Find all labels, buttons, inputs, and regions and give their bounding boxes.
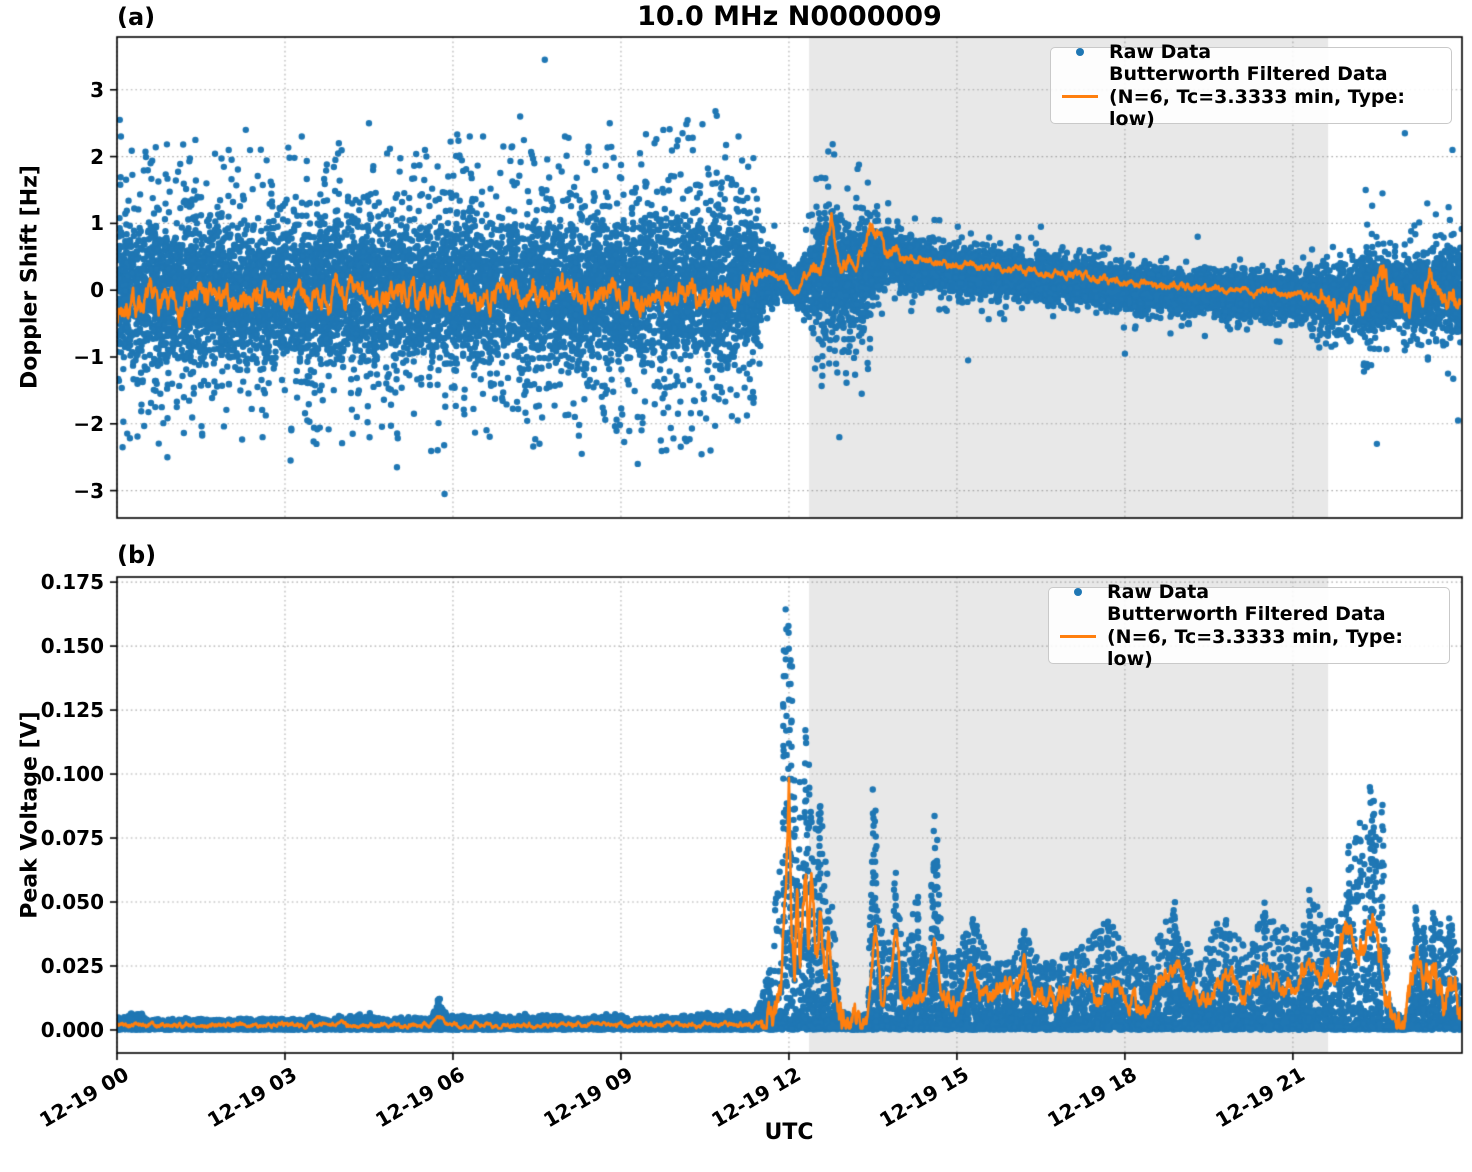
y-tick-label: 0.150 <box>40 634 104 659</box>
y-axis-label-voltage: Peak Voltage [V] <box>17 711 43 919</box>
legend-row-raw: Raw Data <box>1049 581 1449 603</box>
y-tick-label: −1 <box>73 344 104 369</box>
legend-filtered-label-line2: (N=6, Tc=3.3333 min, Type: low) <box>1109 85 1405 130</box>
panel-a-label: (a) <box>117 3 156 31</box>
chart-title: 10.0 MHz N0000009 <box>637 1 942 32</box>
legend-filtered-label-line1: Butterworth Filtered Data <box>1107 603 1386 626</box>
legend-filtered-label-line1: Butterworth Filtered Data <box>1109 63 1388 86</box>
y-tick-label: 0.050 <box>40 890 104 914</box>
y-tick-label: 0.125 <box>40 698 104 723</box>
y-tick-label: 0.000 <box>40 1017 104 1042</box>
x-axis-label-utc: UTC <box>764 1120 814 1145</box>
y-tick-label: 0.100 <box>40 762 104 787</box>
y-tick-label: 1 <box>90 211 104 236</box>
legend-filtered-label-line2: (N=6, Tc=3.3333 min, Type: low) <box>1107 625 1403 670</box>
legend-row-raw: Raw Data <box>1051 41 1451 63</box>
y-tick-label: 3 <box>90 77 104 102</box>
y-tick-label: −3 <box>73 478 104 503</box>
legend-row-filtered: Butterworth Filtered Data (N=6, Tc=3.333… <box>1051 63 1451 130</box>
line-swatch-icon <box>1049 635 1107 639</box>
legend-filtered-label: Butterworth Filtered Data (N=6, Tc=3.333… <box>1109 63 1451 130</box>
scatter-marker-icon <box>1049 587 1107 596</box>
legend-raw-label: Raw Data <box>1109 40 1212 63</box>
legend-raw-label: Raw Data <box>1107 580 1210 603</box>
legend-row-filtered: Butterworth Filtered Data (N=6, Tc=3.333… <box>1049 603 1449 670</box>
legend-filtered-label: Butterworth Filtered Data (N=6, Tc=3.333… <box>1107 603 1449 670</box>
y-tick-label: 0.175 <box>40 570 104 595</box>
y-tick-label: 0 <box>90 278 104 303</box>
y-tick-label: 2 <box>90 144 104 169</box>
line-swatch-icon <box>1051 95 1109 99</box>
scatter-marker-icon <box>1051 47 1109 56</box>
y-tick-label: 0.025 <box>40 953 104 978</box>
legend-panel-b: Raw Data Butterworth Filtered Data (N=6,… <box>1048 581 1450 670</box>
legend-panel-a: Raw Data Butterworth Filtered Data (N=6,… <box>1050 41 1452 130</box>
panel-b-label: (b) <box>117 541 157 569</box>
y-tick-label: 0.075 <box>40 826 104 851</box>
y-tick-label: −2 <box>73 411 104 436</box>
